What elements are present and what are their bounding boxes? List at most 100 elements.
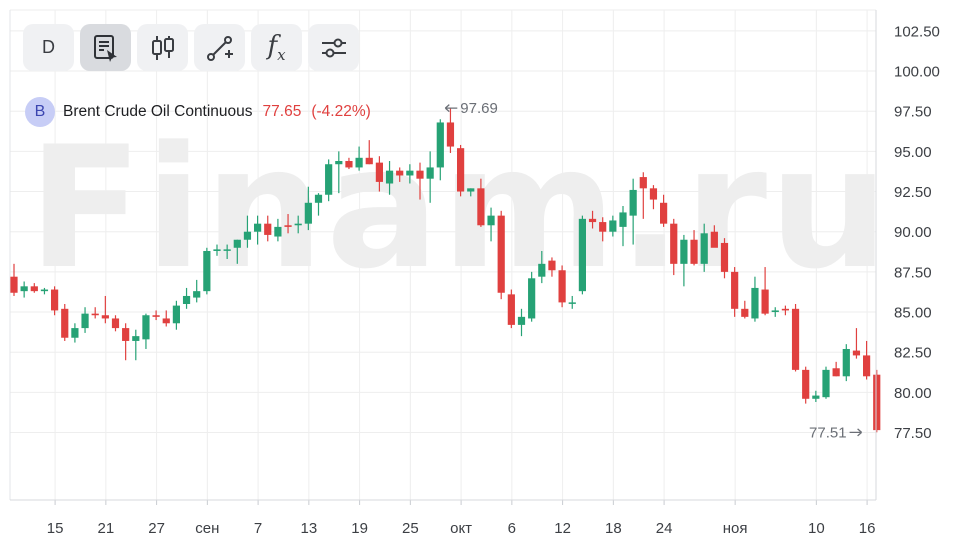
candle-body [426, 167, 434, 179]
candle [416, 162, 424, 200]
candle [599, 217, 607, 242]
candle [365, 140, 373, 165]
symbol-badge-letter: B [34, 103, 46, 120]
x-tick-label: окт [450, 520, 472, 537]
candle [873, 369, 881, 433]
y-tick-label: 77.50 [894, 425, 932, 442]
candle-body [61, 308, 69, 338]
indicators-button[interactable]: fx [251, 24, 302, 71]
candle [731, 267, 739, 317]
candle [172, 300, 180, 330]
y-tick-label: 102.50 [894, 23, 940, 40]
candle [10, 263, 18, 296]
candle-body [345, 161, 353, 168]
settings-sliders-icon [321, 38, 346, 57]
candle [812, 390, 820, 402]
interval-button[interactable]: D [23, 24, 74, 71]
candle [152, 310, 160, 321]
candle [243, 215, 252, 248]
candle [649, 185, 658, 210]
candle-body [649, 188, 658, 200]
candle [203, 247, 211, 295]
candle-body [81, 313, 89, 329]
candle-body [761, 289, 769, 314]
candle [335, 151, 343, 194]
candle-body [700, 233, 708, 264]
candle [20, 281, 28, 298]
candle [558, 265, 566, 308]
candle [791, 304, 800, 372]
candle-body [396, 170, 404, 176]
candle [406, 164, 414, 184]
candle [690, 230, 698, 266]
symbol-badge[interactable]: B [25, 97, 55, 127]
candle-body [406, 170, 414, 176]
y-tick-label: 100.00 [894, 64, 940, 81]
candle-body [812, 395, 820, 399]
candle [720, 238, 729, 279]
candle-body [325, 164, 333, 195]
y-tick-label: 82.50 [894, 345, 932, 362]
candle-body [660, 202, 668, 224]
candle [446, 108, 455, 153]
last-price: 77.65 [262, 103, 302, 120]
candle-body [873, 374, 881, 431]
x-tick-label: 7 [254, 520, 262, 537]
candle [284, 214, 292, 234]
candle [639, 172, 647, 219]
notes-tool-button[interactable] [80, 24, 131, 71]
candle-body [355, 157, 363, 168]
candle-body [487, 215, 495, 226]
annotation-arrow-icon [849, 428, 863, 437]
draw-line-button[interactable] [194, 24, 245, 71]
candle-body [203, 250, 211, 292]
candle [629, 178, 637, 245]
candle-body [477, 188, 485, 226]
candle [254, 215, 262, 245]
series-legend: B Brent Crude Oil Continuous 77.65 (-4.2… [25, 97, 371, 127]
candle [497, 210, 505, 300]
candle [294, 215, 302, 234]
candle [325, 159, 333, 202]
candle [385, 161, 394, 195]
candle-body [599, 222, 607, 232]
candle [375, 156, 383, 192]
candle [802, 366, 810, 404]
candle-body [558, 270, 566, 303]
candle-body [467, 188, 475, 192]
candle-body [40, 289, 49, 292]
candle [426, 151, 434, 203]
candle-body [588, 218, 597, 223]
candle-body [538, 263, 546, 277]
candle-body [568, 302, 576, 304]
candle-body [720, 242, 729, 272]
candle-body [578, 218, 586, 292]
candle [122, 323, 130, 361]
candle [162, 310, 170, 327]
candle [91, 307, 99, 319]
candle-body [710, 231, 718, 248]
candle-body [497, 215, 505, 293]
candle-body [771, 310, 779, 313]
candle-body [517, 316, 526, 325]
candle [81, 307, 89, 333]
watermark: Finam.ru [28, 110, 891, 306]
x-tick-label: 18 [605, 520, 622, 537]
candle-body [802, 369, 810, 399]
candle-body [670, 223, 678, 264]
candle [517, 308, 526, 337]
settings-button[interactable] [308, 24, 359, 71]
candle-body [10, 276, 18, 293]
candle [670, 218, 678, 276]
candle-body [284, 225, 292, 227]
candle [40, 287, 49, 295]
candle [507, 289, 515, 329]
candle-body [162, 318, 170, 324]
candle [314, 193, 323, 216]
candle [660, 194, 668, 227]
draw-line-icon [206, 35, 233, 61]
candles-button[interactable] [137, 24, 188, 71]
candle-body [639, 177, 647, 189]
x-tick-label: 21 [98, 520, 115, 537]
